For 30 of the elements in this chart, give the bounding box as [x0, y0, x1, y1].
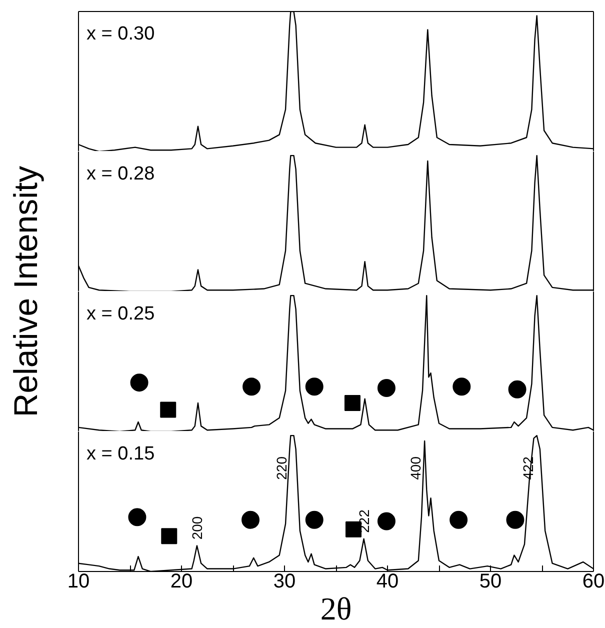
point	[506, 510, 524, 529]
point	[130, 374, 148, 392]
chart-title: x = 0.25	[86, 304, 155, 324]
point	[305, 378, 324, 396]
point	[344, 394, 360, 411]
x-tick-label: 40	[376, 570, 399, 592]
x-tick-label: 10	[67, 570, 90, 592]
point	[305, 510, 324, 529]
point	[161, 528, 178, 544]
annotation: 200	[188, 516, 205, 540]
x-tick-label: 50	[479, 570, 502, 592]
x-tick-label: 60	[582, 570, 605, 592]
annotation: 220	[274, 456, 290, 480]
point	[452, 378, 471, 396]
point	[242, 510, 260, 529]
chart-title: x = 0.28	[86, 164, 155, 184]
point	[242, 378, 261, 396]
annotation: 400	[408, 456, 424, 480]
x-axis-title: 2θ	[320, 590, 352, 626]
chart-title: x = 0.15	[86, 444, 155, 464]
point	[377, 512, 396, 530]
y-axis-title: Relative Intensity	[7, 165, 44, 418]
x-tick-label: 20	[170, 570, 193, 592]
text: x = 0.30	[86, 24, 155, 44]
point	[160, 402, 176, 418]
point	[377, 379, 396, 397]
point	[450, 510, 468, 529]
point	[128, 508, 146, 526]
point	[508, 380, 526, 398]
x-tick-label: 30	[273, 570, 296, 592]
